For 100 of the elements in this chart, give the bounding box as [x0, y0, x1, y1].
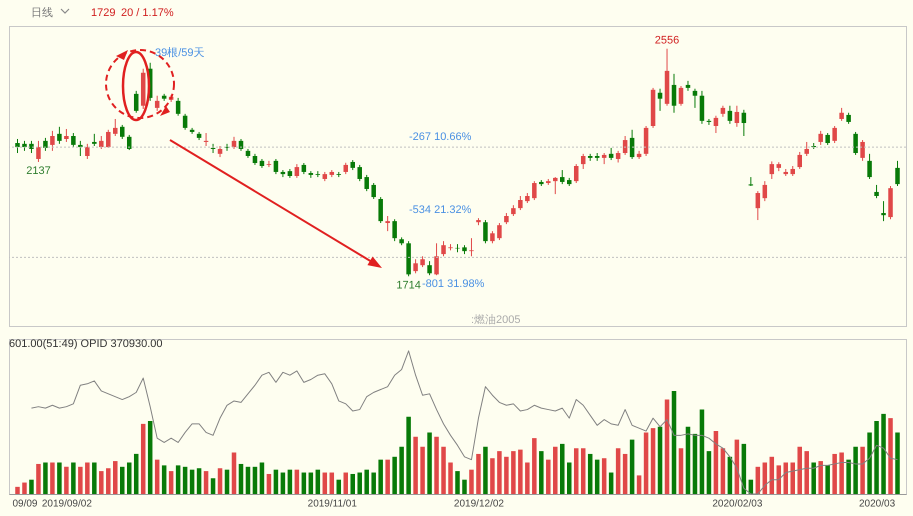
candlestick: [126, 134, 132, 151]
bar: [399, 446, 404, 494]
bar: [790, 462, 796, 494]
candlestick: [483, 220, 488, 244]
candlestick: [413, 258, 418, 274]
bar: [504, 456, 509, 494]
bar: [532, 438, 537, 494]
candlestick: [804, 141, 809, 156]
bar: [616, 448, 620, 494]
candlestick: [36, 140, 41, 162]
candlestick: [274, 158, 278, 175]
text: 日线: [31, 6, 53, 19]
candlestick: [385, 216, 390, 232]
bar: [728, 456, 732, 494]
bar: [560, 444, 565, 494]
bar: [148, 421, 152, 494]
candlestick: [343, 162, 348, 175]
candlestick: [371, 182, 376, 200]
candlestick: [64, 128, 69, 142]
bar: [490, 458, 495, 494]
bar: [85, 462, 90, 494]
candlestick: [553, 176, 558, 195]
bar: [756, 466, 760, 494]
bar: [120, 466, 125, 494]
bar: [336, 480, 342, 494]
bar: [413, 436, 418, 494]
bar: [483, 446, 488, 494]
bar: [204, 471, 208, 494]
candlestick: [874, 184, 879, 199]
text: 601.00(51:49) OPID 370930.00: [9, 338, 163, 350]
candlestick: [357, 164, 362, 182]
candlestick: [154, 95, 160, 112]
candlestick: [455, 244, 460, 253]
bar: [406, 416, 411, 494]
x-tick-label: 09/09: [12, 498, 38, 510]
bar: [622, 454, 628, 494]
candlestick: [734, 105, 740, 128]
candlestick: [895, 160, 900, 186]
candlestick: [50, 130, 55, 152]
candlestick: [602, 152, 606, 165]
bar: [658, 426, 662, 494]
candlestick: [532, 180, 537, 201]
candlestick: [860, 140, 865, 162]
x-tick-label: 2020/03: [858, 498, 896, 510]
bar: [22, 482, 27, 494]
candlestick: [92, 133, 97, 146]
bar: [672, 390, 676, 494]
bar: [448, 462, 453, 494]
annotation: -534 21.32%: [409, 204, 472, 216]
bar: [182, 466, 188, 494]
bar: [511, 451, 516, 494]
bar: [832, 454, 837, 494]
candlestick: [686, 80, 690, 92]
candlestick: [728, 105, 732, 124]
candlestick: [238, 138, 244, 152]
bar: [860, 446, 865, 494]
candlestick: [99, 136, 104, 150]
candlestick: [580, 153, 586, 170]
bar: [497, 451, 502, 494]
bar: [818, 461, 823, 494]
bar: [546, 460, 551, 494]
candlestick: [176, 97, 180, 116]
bar: [385, 460, 390, 494]
bar: [594, 460, 600, 494]
bar: [895, 432, 900, 494]
candlestick: [134, 90, 138, 114]
candlestick: [232, 136, 236, 150]
bar: [134, 454, 138, 494]
bar: [770, 456, 774, 494]
bar: [392, 456, 397, 494]
bar: [190, 470, 194, 494]
bar: [343, 472, 348, 494]
candlestick: [252, 153, 258, 166]
candlestick: [392, 218, 397, 242]
bar: [260, 462, 264, 494]
candlestick: [714, 115, 718, 134]
bar: [294, 470, 300, 494]
candlestick: [204, 132, 208, 146]
bar: [686, 426, 690, 494]
bar: [168, 471, 174, 494]
bar: [608, 472, 614, 494]
bar: [714, 431, 718, 494]
candlestick: [846, 112, 851, 124]
bar: [210, 478, 216, 494]
candlestick: [853, 131, 858, 156]
candlestick: [818, 130, 823, 146]
candlestick: [630, 129, 634, 160]
bar: [322, 472, 328, 494]
candlestick: [71, 132, 76, 148]
bar: [580, 448, 586, 494]
candlestick: [742, 109, 746, 136]
bar: [874, 421, 879, 494]
bar: [867, 432, 872, 494]
bar: [853, 446, 858, 494]
bar: [274, 470, 278, 494]
candlestick: [770, 160, 774, 180]
bar: [553, 446, 558, 494]
bar: [525, 462, 530, 494]
bar: [797, 446, 802, 494]
candlestick: [113, 118, 118, 136]
